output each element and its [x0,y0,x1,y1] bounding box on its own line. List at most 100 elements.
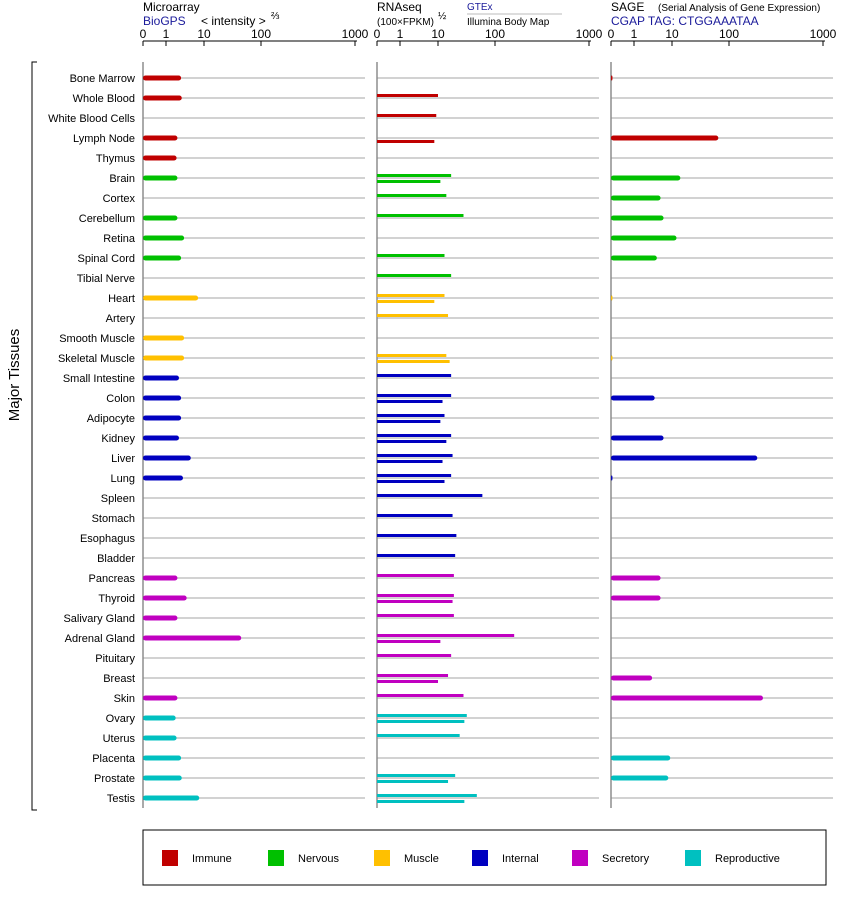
microarray-bar [143,435,180,441]
gtex-bar [377,634,515,637]
gtex-bar [377,474,452,477]
sage-bar [611,235,677,241]
rnaseq-title: RNAseq [377,0,422,14]
tissue-label: Cortex [103,193,136,205]
tissue-row: Adipocyte [87,413,833,425]
gtex-bar [377,354,447,357]
tissue-label: Liver [111,453,135,465]
microarray-bar [143,775,182,781]
sage-bar [611,695,764,701]
tissue-row: White Blood Cells [48,113,833,125]
rnaseq-tick-label-1000: 1000 [576,27,603,41]
tissue-label: Artery [106,313,136,325]
tissue-label: Breast [103,673,135,685]
tissue-label: Adipocyte [87,413,135,425]
sage-bar [611,215,664,221]
tissue-label: Skeletal Muscle [58,353,135,365]
gtex-bar [377,294,445,297]
tissue-label: Spinal Cord [78,253,135,265]
microarray-bar [143,95,182,101]
legend-box [142,829,827,886]
microarray-bar [143,375,180,381]
ibm-bar [377,300,435,303]
tissue-row: Placenta [92,753,833,765]
microarray-bar [143,415,182,421]
y-axis-label: Major Tissues [6,329,23,422]
legend-item: Muscle [374,850,439,866]
ibm-bar [377,440,447,443]
rnaseq-unit: (100×FPKM) [377,17,434,28]
legend-item: Internal [472,850,539,866]
tissue-label: Placenta [92,753,136,765]
microarray-bar [143,255,182,261]
tissue-label: Pituitary [95,653,135,665]
tissue-row: Heart [108,293,833,305]
sage-tick-label-1000: 1000 [810,27,837,41]
sage-tick-label-1: 1 [631,27,638,41]
tissue-label: Testis [107,793,136,805]
microarray-bar [143,295,199,301]
ibm-bar [377,420,441,423]
gtex-bar [377,94,438,97]
tissue-row: Spleen [101,493,833,505]
gtex-bar [377,594,454,597]
microarray-scale-exp: ⅔ [271,11,280,22]
tissue-row: Whole Blood [73,93,833,105]
tissue-row: Pituitary [95,653,833,665]
tissue-row: Lung [111,473,833,485]
legend-label: Secretory [602,853,650,865]
legend-label: Internal [502,853,539,865]
microarray-bar [143,695,178,701]
tissue-label: Lung [111,473,135,485]
microarray-bar [143,715,176,721]
gtex-bar [377,274,452,277]
legend-swatch [472,850,488,866]
gtex-bar [377,614,454,617]
gtex-bar [377,454,453,457]
tissue-label: Small Intestine [63,373,135,385]
tissue-label: Bladder [97,553,135,565]
rnaseq-tick-label-100: 100 [485,27,505,41]
tissue-row: Esophagus [80,533,833,545]
sage-axis: 0 1 10 100 1000 [608,27,837,808]
sage-bar [611,255,657,261]
tissue-label: Heart [108,293,135,305]
microarray-tick-label-10: 10 [197,27,211,41]
tissue-row: Stomach [92,513,833,525]
sage-tick-label-100: 100 [719,27,739,41]
tissue-row: Brain [109,173,833,185]
legend-swatch [374,850,390,866]
tissue-row: Artery [106,313,833,325]
tissue-row: Spinal Cord [78,253,833,265]
microarray-bar [143,795,200,801]
ibm-bar [377,460,443,463]
tissue-row: Uterus [103,733,833,745]
tissue-row: Small Intestine [63,373,833,385]
gtex-bar [377,654,452,657]
sage-bar [611,175,681,181]
gtex-bar [377,534,457,537]
rnaseq-tick-label-1: 1 [397,27,404,41]
sage-subtitle: (Serial Analysis of Gene Expression) [658,3,820,14]
tissue-label: Thyroid [98,593,135,605]
tissue-label: Kidney [101,433,135,445]
tissue-row: Adrenal Gland [65,633,833,645]
legend-label: Nervous [298,853,339,865]
tissue-row: Bladder [97,553,833,565]
legend-swatch [162,850,178,866]
gtex-bar [377,434,452,437]
tissue-label: Thymus [96,153,136,165]
gtex-bar [377,554,456,557]
legend-label: Immune [192,853,232,865]
sage-bar [611,295,613,301]
legend-label: Muscle [404,853,439,865]
gtex-bar [377,214,464,217]
microarray-bar [143,755,182,761]
rnaseq-unit-exp: ½ [438,11,447,22]
gtex-bar [377,174,452,177]
sage-bar [611,435,664,441]
microarray-bar [143,735,177,741]
gtex-bar [377,314,449,317]
sage-header: SAGE (Serial Analysis of Gene Expression… [611,0,820,28]
